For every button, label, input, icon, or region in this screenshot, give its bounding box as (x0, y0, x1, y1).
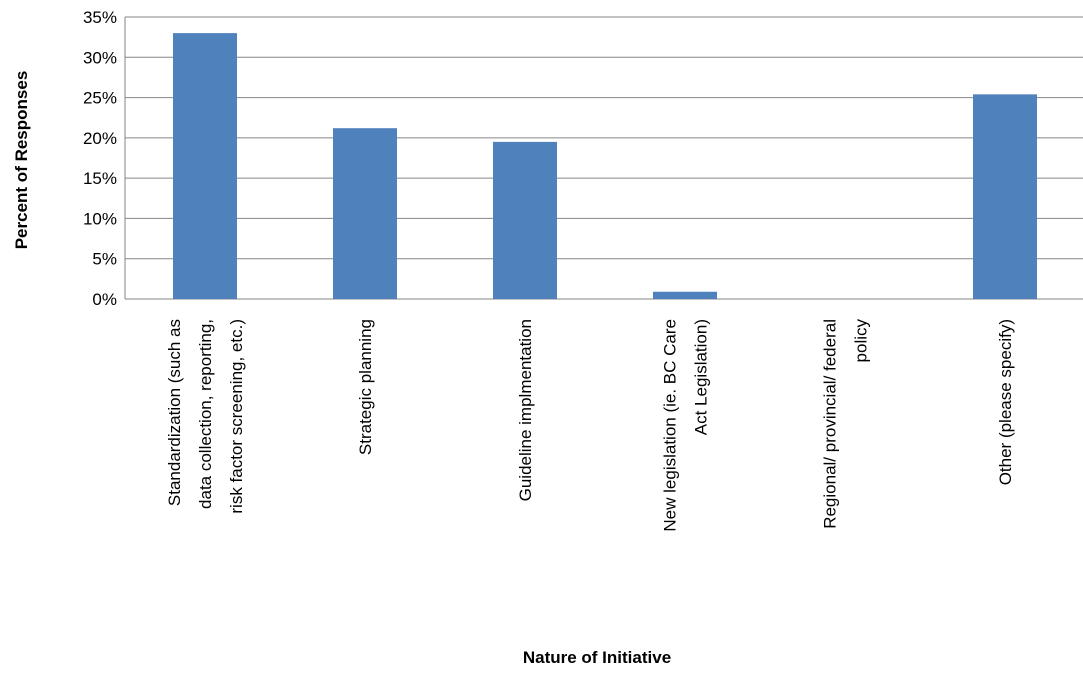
x-category-label: Regional/ provincial/ federal policy (821, 319, 871, 529)
x-category-label: Other (please specify) (996, 319, 1015, 485)
y-tick-label: 15% (83, 169, 117, 188)
bar (333, 128, 397, 299)
y-tick-label: 0% (92, 290, 117, 309)
x-category-label-line: data collection, reporting, (196, 319, 215, 509)
y-tick-labels: 0% 5% 10% 15% 20% 25% 30% 35% (83, 8, 117, 309)
x-category-label-line: Guideline implmentation (516, 319, 535, 501)
y-axis-title: Percent of Responses (12, 71, 31, 250)
x-category-label-line: Act Legislation) (692, 319, 711, 435)
y-tick-label: 20% (83, 129, 117, 148)
bar (653, 291, 717, 299)
x-axis-title: Nature of Initiative (523, 648, 671, 667)
x-category-label-line: Other (please specify) (996, 319, 1015, 485)
y-tick-label: 25% (83, 89, 117, 108)
bar (973, 94, 1037, 299)
y-tick-label: 35% (83, 8, 117, 27)
x-category-label-line: policy (852, 319, 871, 363)
bars (173, 33, 1037, 299)
x-category-label-line: Standardization (such as (165, 319, 184, 506)
x-category-label-line: New legislation (ie. BC Care (661, 319, 680, 532)
x-category-label: Standardization (such as data collection,… (165, 319, 246, 514)
y-tick-label: 30% (83, 48, 117, 67)
gridlines (124, 16, 1083, 300)
y-tick-label: 10% (83, 209, 117, 228)
x-category-labels: Standardization (such as data collection,… (165, 319, 1015, 532)
y-tick-label: 5% (92, 250, 117, 269)
x-category-label-line: Regional/ provincial/ federal (821, 319, 840, 529)
bar (173, 33, 237, 299)
x-category-label-line: Strategic planning (356, 319, 375, 455)
x-category-label: Guideline implmentation (516, 319, 535, 501)
x-category-label-line: risk factor screening, etc.) (227, 319, 246, 514)
bar (493, 141, 557, 299)
x-category-label: Strategic planning (356, 319, 375, 455)
x-category-label: New legislation (ie. BC Care Act Legislat… (661, 319, 711, 532)
